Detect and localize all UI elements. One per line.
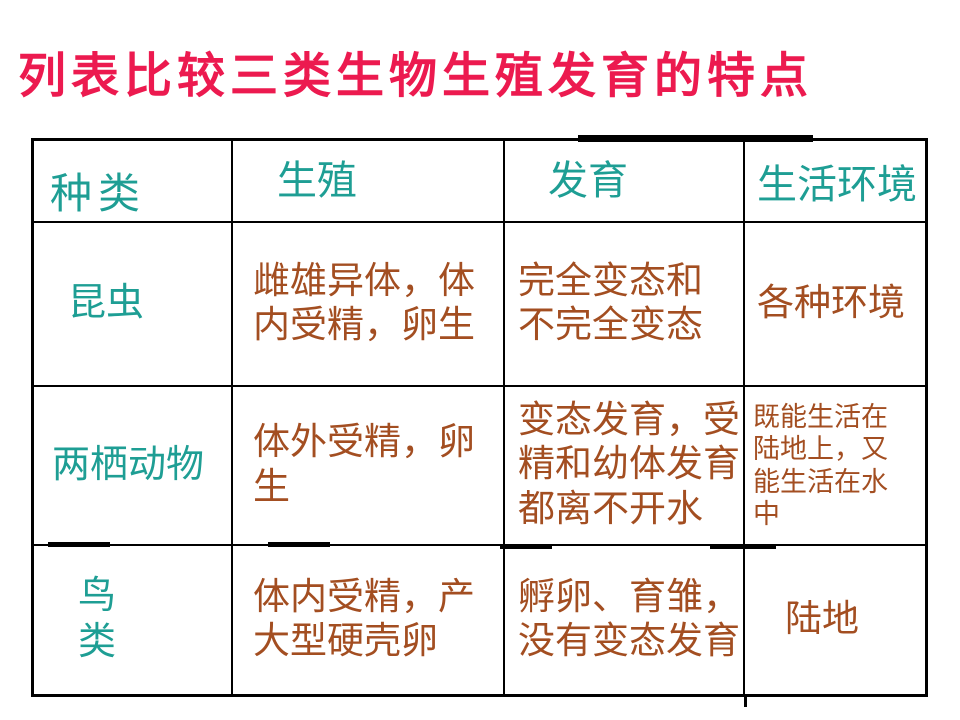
header-cell-species: 种类 bbox=[34, 141, 233, 223]
cell-amphibian-reproduction: 体外受精，卵 生 bbox=[233, 387, 505, 546]
header-cell-development: 发育 bbox=[505, 141, 745, 223]
cell-amphibian-species: 两栖动物 bbox=[34, 387, 233, 546]
cell-amphibian-development: 变态发育，受 精和幼体发育 都离不开水 bbox=[505, 387, 745, 546]
cell-insect-development: 完全变态和 不完全变态 bbox=[505, 223, 745, 387]
table-top-thick-line bbox=[578, 135, 813, 142]
cell-bird-species: 鸟 类 bbox=[34, 546, 233, 694]
row-divider-stroke-3 bbox=[500, 544, 552, 549]
cell-insect-reproduction: 雌雄异体，体 内受精，卵生 bbox=[233, 223, 505, 387]
header-cell-environment: 生活环境 bbox=[745, 141, 925, 223]
cell-bird-development: 孵卵、育雏， 没有变态发育 bbox=[505, 546, 745, 694]
header-cell-reproduction: 生殖 bbox=[233, 141, 505, 223]
row-divider-stroke-2 bbox=[268, 542, 330, 547]
cell-bird-reproduction: 体内受精，产 大型硬壳卵 bbox=[233, 546, 505, 694]
cell-insect-species: 昆虫 bbox=[34, 223, 233, 387]
cell-amphibian-environment: 既能生活在 陆地上，又 能生活在水 中 bbox=[745, 387, 925, 546]
comparison-table: 种类 生殖 发育 生活环境 昆虫 雌雄异体，体 内受精，卵生 完全变态和 不完全… bbox=[31, 138, 928, 697]
column-divider-tail bbox=[744, 696, 747, 707]
cell-insect-environment: 各种环境 bbox=[745, 223, 925, 387]
cell-bird-environment: 陆地 bbox=[785, 598, 859, 640]
row-divider-stroke-4 bbox=[710, 544, 776, 549]
slide-title: 列表比较三类生物生殖发育的特点 bbox=[18, 50, 814, 103]
row-divider-stroke-1 bbox=[48, 542, 110, 547]
